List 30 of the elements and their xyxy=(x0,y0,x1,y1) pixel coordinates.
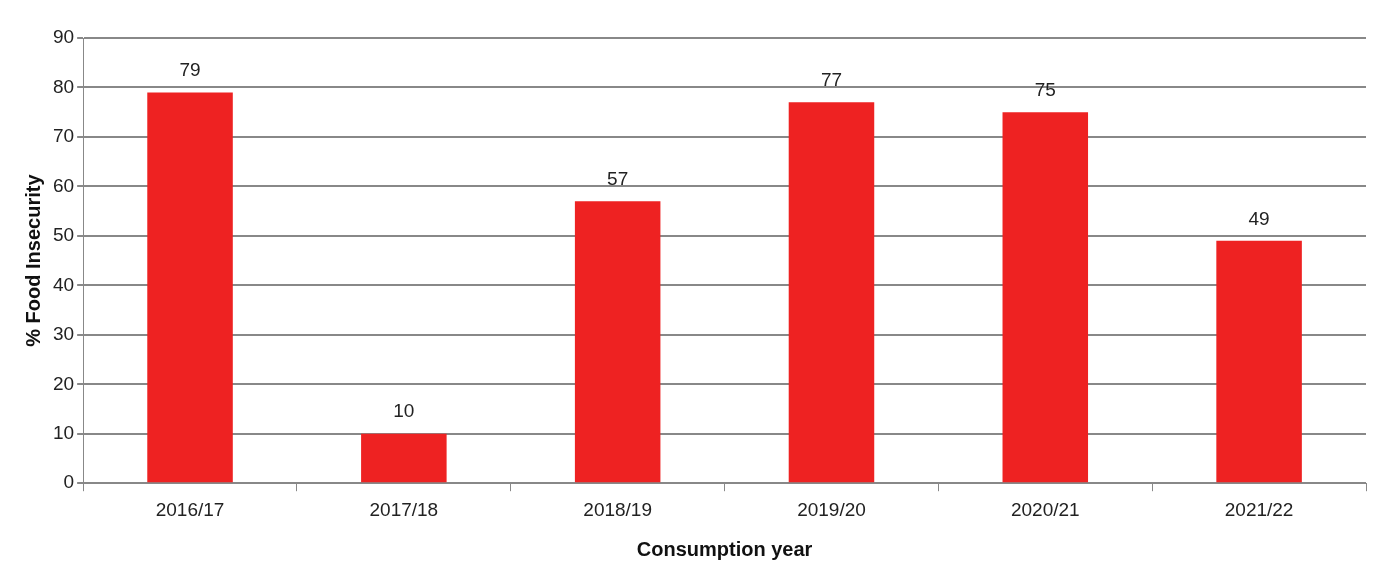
x-tick-label: 2016/17 xyxy=(155,498,225,520)
y-tick-label: 30 xyxy=(52,323,75,345)
y-tick-label: 10 xyxy=(52,421,75,443)
y-tick-label: 70 xyxy=(52,125,75,147)
bar xyxy=(1216,240,1302,483)
x-tick-label: 2018/19 xyxy=(583,498,653,520)
y-tick-label: 20 xyxy=(52,372,75,394)
data-label: 75 xyxy=(1034,78,1056,100)
data-label: 10 xyxy=(393,400,415,422)
bar xyxy=(788,102,875,483)
y-tick-label: 0 xyxy=(63,471,75,493)
data-label: 77 xyxy=(820,69,843,91)
y-tick-label: 80 xyxy=(52,75,75,97)
bar xyxy=(1002,112,1089,483)
data-label: 57 xyxy=(607,167,629,189)
x-tick-label: 2017/18 xyxy=(369,498,439,520)
y-tick-label: 90 xyxy=(52,26,75,48)
bar xyxy=(574,201,661,483)
x-axis-title: Consumption year xyxy=(636,537,813,560)
x-tick-label: 2019/20 xyxy=(797,498,866,520)
data-label: 79 xyxy=(179,59,201,81)
bar xyxy=(361,433,447,483)
x-tick-label: 2020/21 xyxy=(1010,498,1080,520)
y-tick-label: 40 xyxy=(52,273,75,295)
y-tick-label: 60 xyxy=(52,174,75,196)
y-tick-label: 50 xyxy=(52,224,75,246)
data-label: 49 xyxy=(1248,207,1270,229)
y-axis-title: % Food Insecurity xyxy=(21,173,44,347)
bar xyxy=(147,92,233,483)
x-tick-label: 2021/22 xyxy=(1224,498,1294,520)
